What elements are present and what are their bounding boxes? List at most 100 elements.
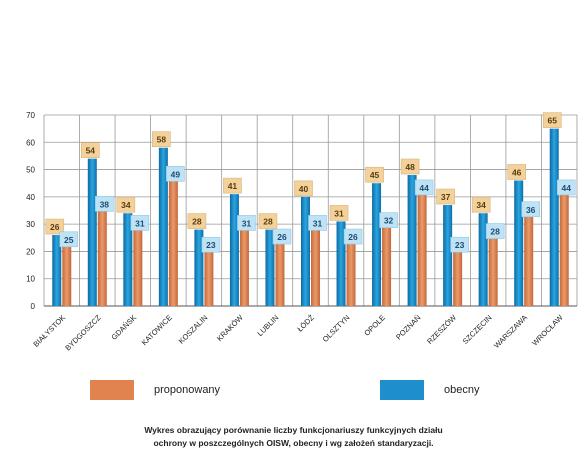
label-box-proponowany-12 — [485, 223, 505, 239]
data-label-proponowany-9: 32 — [384, 216, 394, 226]
data-label-proponowany-0: 25 — [64, 235, 74, 245]
data-label-obecny-8: 31 — [334, 208, 344, 218]
x-tick-label-1: BYDGOSZCZ — [63, 313, 103, 353]
bar-proponowany-9 — [382, 218, 392, 306]
label-box-proponowany-14 — [556, 179, 576, 196]
x-tick-label-10: POZNAŃ — [394, 313, 422, 341]
label-box-obecny-8 — [329, 205, 349, 221]
x-tick-label-14: WROCŁAW — [530, 312, 565, 347]
label-box-proponowany-1 — [95, 196, 114, 212]
y-axis: 0 10 20 30 40 50 60 70 — [26, 111, 35, 311]
label-box-obecny-11 — [436, 188, 455, 205]
label-box-proponowany-13 — [521, 201, 541, 218]
label-box-proponowany-6 — [272, 228, 292, 245]
data-label-obecny-7: 40 — [299, 184, 309, 194]
y-tick-label-4: 40 — [26, 193, 35, 202]
label-box-proponowany-4 — [201, 236, 221, 253]
bar-obecny-8 — [336, 221, 346, 306]
bar-obecny-7 — [301, 196, 310, 306]
data-label-obecny-13: 46 — [512, 167, 522, 177]
data-label-obecny-9: 45 — [370, 170, 380, 180]
bar-obecny-0 — [52, 235, 62, 306]
bar-proponowany-6 — [275, 235, 285, 306]
bar-obecny-4 — [194, 229, 204, 306]
bar-proponowany-7 — [311, 221, 320, 306]
label-box-proponowany-8 — [343, 228, 363, 245]
label-box-obecny-5 — [223, 177, 242, 194]
data-label-proponowany-2: 31 — [135, 218, 145, 228]
bar-proponowany-0 — [62, 237, 72, 306]
bar-obecny-11 — [443, 205, 453, 306]
bar-proponowany-10 — [417, 185, 427, 306]
bar-chart: 0 10 20 30 40 50 60 70 26 25 54 38 34 31 58 49 28 23 41 31… — [26, 111, 578, 352]
data-label-proponowany-5: 31 — [242, 218, 252, 228]
label-box-obecny-13 — [507, 164, 527, 180]
x-tick-label-0: BIAŁYSTOK — [31, 313, 67, 349]
data-label-proponowany-3: 49 — [171, 169, 181, 179]
x-tick-label-3: KATOWICE — [140, 313, 174, 347]
legend-swatch-obecny — [380, 380, 424, 400]
x-tick-label-11: RZESZÓW — [425, 312, 459, 346]
bar-obecny-14 — [549, 128, 559, 306]
y-tick-label-6: 60 — [26, 138, 35, 147]
label-box-proponowany-0 — [59, 231, 79, 248]
data-label-obecny-5: 41 — [228, 181, 238, 191]
label-box-obecny-1 — [81, 142, 100, 158]
bar-proponowany-11 — [453, 243, 463, 306]
data-labels: 26 25 54 38 34 31 58 49 28 23 41 31 28 26 40 31 31 26 45 32… — [45, 112, 576, 253]
bar-proponowany-13 — [524, 207, 534, 306]
legend-swatch-proponowany — [90, 380, 134, 400]
data-label-obecny-3: 58 — [157, 135, 167, 145]
x-tick-label-13: WARSZAWA — [492, 313, 529, 350]
data-label-obecny-11: 37 — [441, 192, 451, 202]
bars — [52, 128, 569, 306]
bar-obecny-5 — [229, 194, 239, 306]
data-label-proponowany-14: 44 — [561, 183, 571, 193]
x-tick-label-2: GDAŃSK — [109, 313, 138, 342]
label-box-proponowany-10 — [414, 179, 434, 196]
x-tick-label-4: KOSZALIN — [177, 313, 210, 346]
x-tick-label-8: OLSZTYN — [321, 313, 352, 344]
bar-obecny-2 — [123, 213, 133, 306]
y-tick-label-7: 70 — [26, 111, 35, 120]
label-box-obecny-9 — [365, 166, 384, 183]
x-tick-label-7: ŁÓDŹ — [295, 313, 316, 334]
data-label-obecny-1: 54 — [86, 146, 96, 156]
data-label-proponowany-6: 26 — [277, 232, 287, 242]
chart-caption: Wykres obrazujący porównanie liczby funk… — [40, 424, 547, 450]
legend-item-proponowany: proponowany — [90, 380, 220, 400]
x-tick-label-12: SZCZECIN — [461, 313, 494, 346]
bar-obecny-9 — [372, 183, 382, 306]
data-label-proponowany-11: 23 — [455, 240, 465, 250]
x-tick-label-5: KRAKÓW — [215, 312, 246, 343]
data-label-proponowany-13: 36 — [526, 205, 536, 215]
data-label-proponowany-10: 44 — [419, 183, 429, 193]
data-label-obecny-14: 65 — [547, 116, 557, 126]
bar-proponowany-14 — [559, 185, 569, 306]
caption-line-1: Wykres obrazujący porównanie liczby funk… — [144, 425, 443, 435]
data-label-proponowany-4: 23 — [206, 240, 216, 250]
y-tick-label-2: 20 — [26, 247, 35, 256]
label-box-obecny-3 — [152, 131, 171, 148]
label-box-obecny-0 — [45, 218, 65, 235]
bar-obecny-3 — [158, 147, 168, 306]
data-label-obecny-4: 28 — [192, 217, 202, 227]
label-box-obecny-14 — [542, 112, 562, 128]
data-label-proponowany-7: 31 — [313, 218, 323, 228]
y-tick-label-5: 50 — [26, 166, 35, 175]
data-label-obecny-12: 34 — [476, 200, 486, 210]
label-box-obecny-4 — [187, 213, 207, 229]
x-tick-label-9: OPOLE — [362, 313, 387, 338]
bar-obecny-12 — [478, 213, 488, 306]
data-label-proponowany-1: 38 — [100, 199, 110, 209]
bar-obecny-6 — [265, 229, 275, 306]
x-tick-label-6: LUBLIN — [255, 313, 280, 338]
label-box-obecny-12 — [471, 196, 491, 213]
bar-proponowany-12 — [488, 229, 498, 306]
legend-item-obecny: obecny — [380, 380, 479, 400]
bar-proponowany-2 — [133, 221, 143, 306]
caption-line-2: ochrony w poszczególnych OISW, obecny i … — [153, 438, 434, 448]
y-tick-label-0: 0 — [31, 302, 36, 311]
label-box-obecny-2 — [116, 196, 136, 213]
